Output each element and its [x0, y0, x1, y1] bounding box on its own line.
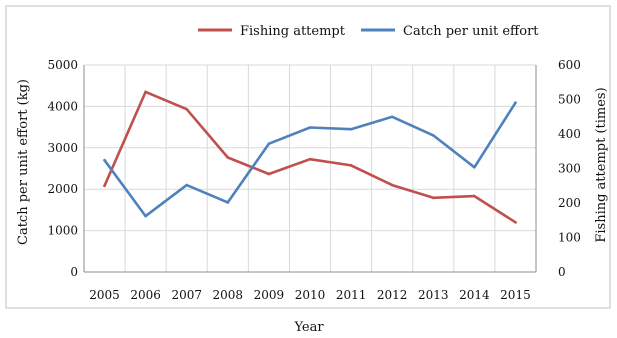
- data-point-catch-per-unit-effort: [473, 165, 476, 169]
- legend-label-catch-per-unit-effort: Catch per unit effort: [403, 24, 539, 39]
- data-point-fishing-attempt: [514, 221, 517, 224]
- y-axis-title-right: Fishing attempt (times): [594, 87, 609, 242]
- legend: Fishing attempt Catch per unit effort: [198, 24, 539, 39]
- data-point-catch-per-unit-effort: [103, 158, 106, 162]
- y-right-tick-label: 600: [558, 58, 581, 72]
- y-left-tick-label: 0: [70, 265, 78, 279]
- data-point-fishing-attempt: [185, 107, 189, 111]
- data-point-catch-per-unit-effort: [390, 115, 394, 119]
- y-left-tick-label: 3000: [47, 141, 78, 155]
- x-tick-label: 2014: [459, 288, 490, 302]
- y-left-tick-label: 2000: [47, 182, 78, 196]
- data-point-catch-per-unit-effort: [514, 101, 517, 104]
- x-tick-label: 2009: [254, 288, 285, 302]
- y-right-tick-label: 400: [558, 127, 581, 141]
- y-left-tick-label: 4000: [47, 99, 78, 113]
- x-tick-label: 2007: [171, 288, 202, 302]
- x-tick-label: 2011: [336, 288, 367, 302]
- y-right-tick-label: 200: [558, 196, 581, 210]
- x-tick-label: 2008: [213, 288, 244, 302]
- data-point-fishing-attempt: [473, 194, 476, 198]
- data-point-catch-per-unit-effort: [144, 214, 147, 218]
- axes: 0 1000 2000 3000 4000 5000 0 100 200 300 400 500 600…: [47, 58, 580, 302]
- x-tick-label: 2012: [377, 288, 408, 302]
- x-axis-title: Year: [293, 320, 324, 335]
- series-lines: [103, 90, 517, 224]
- x-tick-label: 2006: [130, 288, 161, 302]
- y-left-tick-label: 5000: [47, 58, 78, 72]
- x-tick-label: 2015: [500, 288, 531, 302]
- data-point-fishing-attempt: [226, 156, 230, 159]
- data-point-catch-per-unit-effort: [226, 201, 230, 204]
- data-point-fishing-attempt: [349, 164, 353, 167]
- y-right-tick-label: 300: [558, 162, 581, 176]
- data-point-catch-per-unit-effort: [185, 183, 189, 187]
- chart-frame: [5, 5, 611, 309]
- x-tick-label: 2005: [89, 288, 120, 302]
- y-axis-title-left: Catch per unit effort (kg): [16, 79, 31, 245]
- y-left-tick-label: 1000: [47, 224, 78, 238]
- x-tick-label: 2013: [418, 288, 449, 302]
- data-point-fishing-attempt: [308, 157, 312, 161]
- data-point-catch-per-unit-effort: [308, 126, 312, 129]
- y-right-tick-label: 100: [558, 231, 581, 245]
- data-point-catch-per-unit-effort: [349, 127, 353, 131]
- data-point-catch-per-unit-effort: [431, 134, 435, 137]
- data-point-fishing-attempt: [267, 172, 271, 176]
- data-point-fishing-attempt: [390, 183, 394, 187]
- legend-label-fishing-attempt: Fishing attempt: [240, 24, 346, 39]
- y-right-tick-label: 500: [558, 93, 581, 107]
- data-point-fishing-attempt: [144, 90, 147, 94]
- y-right-tick-label: 0: [558, 265, 566, 279]
- data-point-catch-per-unit-effort: [267, 142, 271, 145]
- x-tick-label: 2010: [295, 288, 326, 302]
- data-point-fishing-attempt: [103, 184, 106, 188]
- data-point-fishing-attempt: [431, 196, 435, 200]
